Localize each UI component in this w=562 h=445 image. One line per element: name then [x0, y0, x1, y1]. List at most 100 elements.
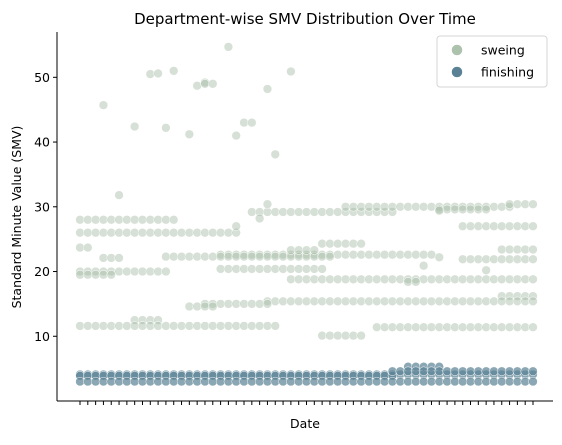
sweing-point [301, 296, 312, 306]
sweing-point [145, 69, 155, 79]
sweing-point [481, 296, 491, 306]
sweing-point [348, 202, 359, 212]
sweing-point [504, 296, 515, 306]
sweing-point [504, 221, 515, 231]
sweing-point [83, 228, 93, 238]
finishing-point [450, 376, 460, 387]
sweing-point [98, 228, 109, 238]
sweing-point [247, 251, 257, 262]
sweing-point [325, 251, 335, 262]
sweing-point [161, 123, 171, 133]
sweing-point [200, 251, 210, 262]
sweing-point [379, 207, 390, 217]
finishing-point [465, 376, 476, 387]
sweing-point [489, 274, 499, 284]
sweing-point [497, 291, 507, 301]
sweing-point [130, 215, 140, 225]
sweing-point [364, 250, 374, 260]
sweing-point [333, 330, 343, 341]
sweing-point [247, 299, 257, 309]
sweing-point [497, 322, 507, 332]
finishing-point [137, 376, 148, 387]
legend-marker-sweing [451, 44, 463, 56]
finishing-point [387, 376, 398, 387]
sweing-point [520, 291, 530, 301]
sweing-point [481, 254, 491, 264]
sweing-point [372, 202, 382, 212]
sweing-point [208, 321, 218, 331]
finishing-point [372, 376, 382, 387]
finishing-point [528, 376, 538, 387]
finishing-point [262, 376, 273, 387]
legend-label-finishing: finishing [481, 65, 534, 80]
finishing-point [504, 376, 515, 387]
sweing-point [247, 207, 257, 217]
sweing-point [223, 321, 234, 331]
sweing-point [387, 296, 398, 306]
sweing-point [481, 274, 491, 284]
sweing-point [286, 207, 296, 217]
sweing-point [247, 250, 257, 260]
sweing-point [379, 296, 390, 306]
sweing-point [75, 242, 85, 253]
sweing-point [528, 296, 538, 306]
sweing-point [458, 254, 468, 264]
finishing-point [239, 376, 249, 387]
finishing-point [481, 376, 491, 387]
sweing-point [411, 322, 421, 332]
sweing-point [114, 228, 124, 238]
sweing-point [458, 274, 468, 284]
sweing-point [153, 215, 163, 225]
finishing-point [458, 376, 468, 387]
sweing-point [489, 322, 499, 332]
finishing-point [504, 366, 515, 376]
finishing-point [106, 376, 116, 387]
sweing-point [340, 239, 351, 249]
sweing-point [301, 207, 312, 217]
sweing-point [130, 121, 140, 132]
finishing-point [286, 376, 296, 387]
y-axis-label: Standard Minute Value (SMV) [9, 126, 24, 309]
finishing-point [184, 376, 194, 387]
sweing-point [465, 221, 476, 231]
sweing-point [473, 204, 483, 215]
finishing-point [247, 376, 257, 387]
sweing-point [442, 322, 452, 332]
sweing-point [395, 296, 405, 306]
sweing-point [395, 322, 405, 332]
sweing-point [504, 244, 515, 255]
sweing-point [450, 322, 460, 332]
sweing-point [161, 266, 171, 277]
sweing-point [309, 207, 319, 217]
sweing-point [356, 202, 366, 212]
sweing-point [465, 254, 476, 264]
sweing-point [286, 66, 296, 77]
sweing-point [325, 296, 335, 306]
sweing-point [340, 330, 351, 341]
sweing-point [137, 228, 148, 238]
sweing-point [317, 274, 327, 284]
sweing-point [286, 245, 296, 255]
sweing-point [372, 322, 382, 332]
sweing-point [106, 228, 116, 238]
sweing-point [231, 251, 241, 262]
sweing-point [348, 207, 359, 217]
sweing-point [465, 274, 476, 284]
finishing-point [208, 376, 218, 387]
sweing-point [145, 228, 155, 238]
sweing-point [458, 322, 468, 332]
sweing-point [411, 250, 421, 260]
sweing-point [340, 202, 351, 212]
sweing-point [184, 251, 194, 262]
sweing-point [153, 228, 163, 238]
sweing-point [114, 190, 124, 200]
sweing-point [512, 322, 523, 332]
finishing-point [442, 366, 452, 376]
sweing-point [309, 296, 319, 306]
sweing-point [419, 250, 429, 260]
finishing-point [473, 376, 483, 387]
sweing-point [254, 213, 265, 224]
sweing-point [504, 322, 515, 332]
sweing-point [247, 117, 257, 128]
sweing-point [348, 330, 359, 341]
